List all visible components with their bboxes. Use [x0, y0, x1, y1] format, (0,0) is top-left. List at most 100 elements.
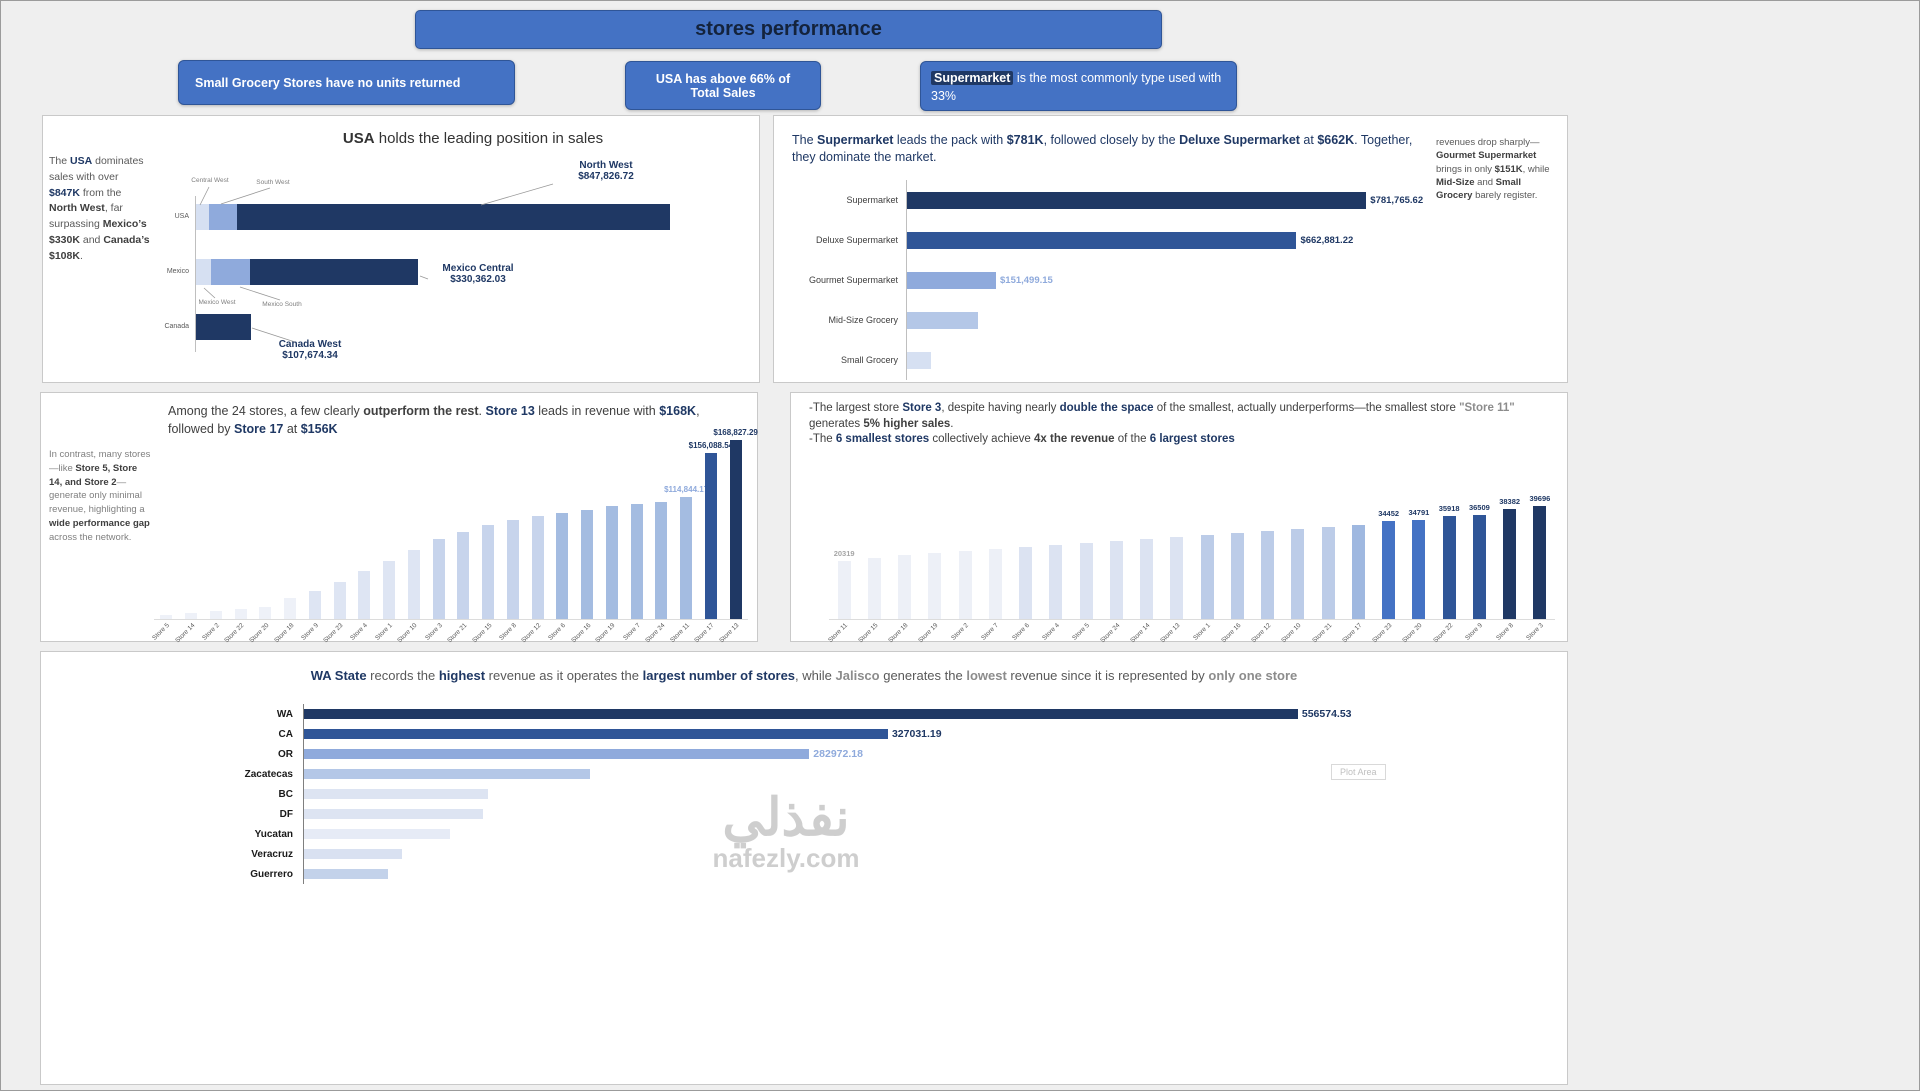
text-segment: collectively achieve — [929, 433, 1035, 446]
bar — [1170, 537, 1184, 619]
annotation-central-west: Central West — [191, 177, 229, 184]
bar — [1019, 547, 1033, 619]
text-segment: Small Grocery — [1436, 176, 1522, 202]
text-segment: "Store 11" — [1459, 402, 1515, 414]
x-axis-label: Store 11 — [669, 622, 692, 644]
bar-slot: Store 13 — [1159, 499, 1192, 644]
text-segment: USA — [70, 155, 93, 167]
bar — [304, 849, 403, 859]
bar-track — [303, 824, 1551, 844]
bar-row: Gourmet Supermarket $151,499.15 — [782, 260, 1562, 300]
text-segment: only one store — [1208, 668, 1298, 683]
value-label: 38382 — [1499, 497, 1521, 507]
bar-slot: Store 5 — [1071, 499, 1101, 642]
bar-slot: Store 12 — [1250, 499, 1283, 644]
bar — [304, 869, 388, 879]
x-axis-label: Store 14 — [1129, 622, 1152, 645]
bar-row: Supermarket $781,765.62 — [782, 180, 1562, 220]
text-segment: Canada’s $108K — [49, 233, 150, 262]
panel-state-revenue: WA State records the highest revenue as … — [40, 651, 1568, 1085]
stacked-bar-row: Mexico — [43, 259, 759, 285]
category-label: Mexico — [166, 268, 189, 275]
text-segment: Mid-Size — [1436, 176, 1475, 188]
bar — [1049, 545, 1063, 619]
bar — [358, 571, 371, 619]
text-segment: 6 smallest stores — [835, 433, 930, 446]
bar-slot: Store 6 — [1011, 499, 1041, 642]
x-axis-label: Store 9 — [1464, 622, 1485, 642]
value-label: 34791 — [1408, 507, 1430, 517]
bar-row: DF — [71, 804, 1551, 824]
text-segment: generates the — [879, 668, 967, 683]
x-axis-label: Store 3 — [423, 622, 444, 642]
x-axis-label: Store 13 — [718, 622, 741, 645]
text-segment: $168K — [659, 404, 697, 418]
bar — [655, 502, 668, 619]
annotation-north-west: North West $847,826.72 — [541, 160, 671, 182]
x-axis-label: Store 20 — [1401, 622, 1424, 645]
bar-track: $662,881.22 — [906, 220, 1562, 260]
bar-slot: Store 24 — [644, 433, 674, 644]
x-axis-label: Store 17 — [1340, 622, 1364, 645]
bar-track — [196, 204, 670, 230]
text-segment: leads the pack with — [893, 133, 1007, 147]
bar-row: OR 282972.18 — [71, 744, 1551, 764]
bar — [1382, 520, 1396, 619]
x-axis-label: Store 10 — [396, 622, 419, 645]
category-label: Guerrero — [250, 868, 293, 880]
annotation-canada-west: Canada West $107,674.34 — [258, 339, 362, 361]
bar-slot: Store 12 — [520, 433, 550, 644]
text-segment: double the space — [1059, 402, 1154, 414]
text-segment: The — [49, 155, 71, 167]
bar-slot: Store 23 — [322, 433, 352, 644]
bar — [383, 560, 396, 619]
text-segment: at — [1299, 133, 1318, 147]
value-label: 20319 — [833, 548, 855, 558]
bar-slot: Store 19 — [917, 499, 950, 644]
store-size-text: -The largest store Store 3, despite havi… — [809, 401, 1554, 448]
bar — [729, 439, 742, 619]
bar-slot: 34452 Store 23 — [1371, 499, 1404, 645]
bar-slot: Store 2 — [950, 499, 980, 642]
bar-slot: Store 8 — [498, 433, 526, 642]
bar-row: Zacatecas — [71, 764, 1551, 784]
category-label: OR — [278, 748, 293, 760]
state-revenue-bar-chart: WA 556574.53 CA 327031.19 OR 282972.18 Zacatec… — [71, 704, 1551, 884]
bar-row: Yucatan — [71, 824, 1551, 844]
value-label: 327031.19 — [891, 728, 942, 740]
bar — [160, 614, 173, 619]
text-segment: Among the 24 stores, a few clearly — [168, 404, 364, 418]
text-segment: revenue as it operates the — [485, 668, 643, 683]
bar — [988, 549, 1002, 619]
x-axis-label: Store 23 — [322, 622, 345, 645]
value-label: 282972.18 — [813, 748, 863, 760]
text-segment: , while — [1522, 163, 1550, 175]
x-axis-label: Store 1 — [374, 622, 395, 642]
text-segment: . Together, they dominate the market. — [792, 133, 1413, 164]
bar — [907, 231, 1297, 249]
value-label: $114,844.17 — [664, 484, 709, 494]
bar-slot: $156,088.54 Store 17 — [689, 433, 734, 644]
bar-segment-mexico-south — [211, 259, 250, 285]
bar-track: 327031.19 — [303, 724, 1551, 744]
text-segment: brings in only — [1436, 163, 1495, 175]
text-segment: Jalisco — [835, 668, 880, 683]
bar — [457, 531, 470, 619]
text-segment: —generate only minimal revenue, highligh… — [49, 476, 145, 516]
dashboard-title: stores performance — [695, 18, 882, 40]
text-segment: . — [478, 404, 486, 418]
x-axis-label: Store 19 — [594, 622, 617, 645]
bar-track — [303, 864, 1551, 884]
bar — [907, 351, 931, 369]
bar — [304, 829, 451, 839]
x-axis-label: Store 23 — [1371, 622, 1394, 645]
country-stacked-bar-chart: USA Mexico Canada — [43, 116, 759, 382]
bar — [304, 709, 1298, 719]
value-label: 36509 — [1468, 502, 1490, 512]
bar-slot: Store 2 — [201, 433, 229, 642]
x-axis-label: Store 12 — [520, 622, 543, 645]
annotation-north-west-value: $847,826.72 — [578, 171, 634, 182]
country-side-text: The USA dominates sales with over $847K … — [49, 154, 151, 264]
bar — [1261, 531, 1275, 619]
watermark: نفذلي nafezly.com — [636, 789, 936, 874]
